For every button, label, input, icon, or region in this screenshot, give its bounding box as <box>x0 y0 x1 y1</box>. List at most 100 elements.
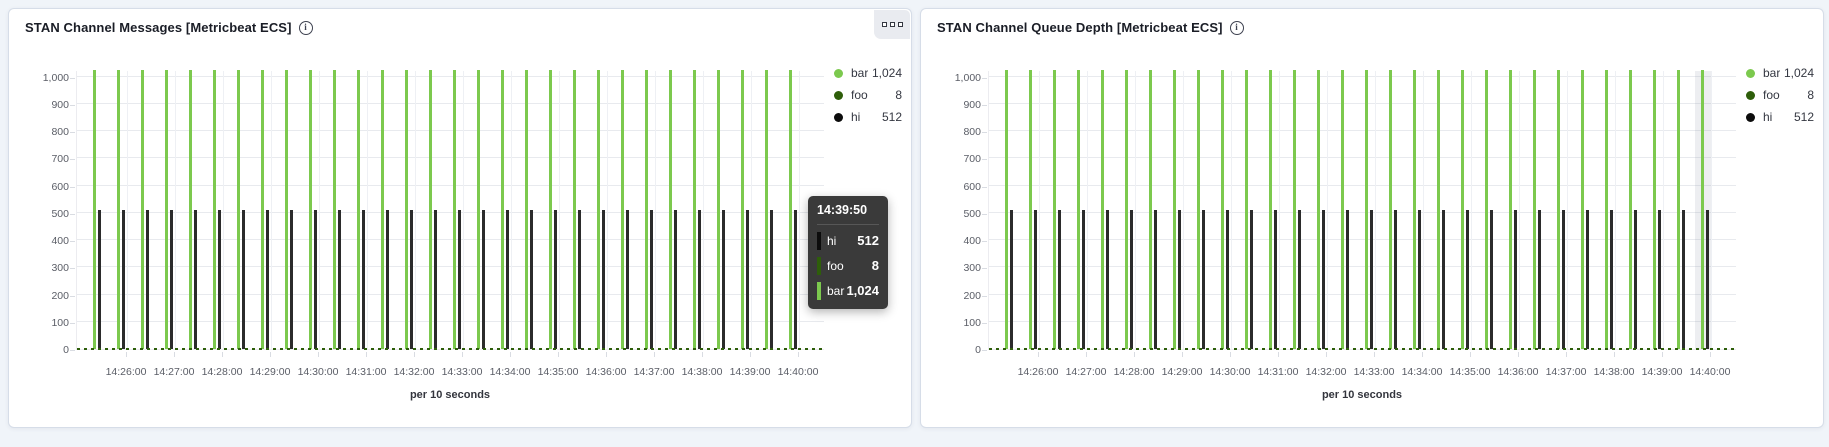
bar-hi <box>1154 209 1157 349</box>
bar-bar <box>501 70 504 349</box>
bar-hi <box>554 209 557 349</box>
bar-bar <box>765 70 768 349</box>
gridline-horizontal <box>989 75 1736 77</box>
x-axis-tick-label: 14:33:00 <box>441 366 483 378</box>
panel-header: STAN Channel Queue Depth [Metricbeat ECS… <box>937 20 1244 35</box>
tooltip-timestamp: 14:39:50 <box>817 203 879 225</box>
y-axis-tick-mark <box>70 213 75 215</box>
bar-bar <box>477 70 480 349</box>
plot-area[interactable] <box>76 70 824 350</box>
x-axis-tick-mark <box>510 352 511 357</box>
gridline-vertical <box>175 71 176 349</box>
y-axis-tick-mark <box>982 186 987 188</box>
bar-hi <box>1466 209 1469 349</box>
bar-bar <box>1005 70 1008 349</box>
bar-bar <box>117 70 120 349</box>
gridline-vertical <box>799 71 800 349</box>
x-axis-tick-label: 14:31:00 <box>345 366 387 378</box>
bar-bar <box>621 70 624 349</box>
info-icon[interactable] <box>1229 20 1244 35</box>
y-axis-tick-label: 100 <box>963 316 981 329</box>
x-axis-tick-mark <box>1470 352 1471 357</box>
gridline-horizontal <box>989 293 1736 295</box>
bar-hi <box>434 209 437 349</box>
x-axis-tick-label: 14:32:00 <box>393 366 435 378</box>
x-axis-tick-label: 14:29:00 <box>249 366 291 378</box>
gridline-horizontal <box>77 102 824 104</box>
bar-hi <box>1250 209 1253 349</box>
info-icon[interactable] <box>298 20 313 35</box>
x-axis-tick-mark <box>414 352 415 357</box>
y-axis-tick-label: 400 <box>51 235 69 248</box>
y-axis-tick-label: 200 <box>51 289 69 302</box>
y-axis-tick-label: 0 <box>63 344 69 356</box>
bar-bar <box>1269 70 1272 349</box>
bar-bar <box>1197 70 1200 349</box>
x-axis-tick-mark <box>1326 352 1327 357</box>
y-axis-tick-mark <box>70 241 75 243</box>
panel-title: STAN Channel Messages [Metricbeat ECS] <box>25 20 292 35</box>
gridline-vertical <box>1087 71 1088 349</box>
baseline-series-foo <box>989 348 1736 350</box>
gridline-vertical <box>511 71 512 349</box>
x-axis-tick-label: 14:26:00 <box>105 366 147 378</box>
y-axis-tick-mark <box>982 104 987 106</box>
legend-swatch <box>834 90 843 100</box>
gridline-vertical <box>1519 71 1520 349</box>
x-axis-tick-label: 14:28:00 <box>1113 366 1155 378</box>
gridline-vertical <box>1711 71 1712 349</box>
bar-bar <box>453 70 456 349</box>
x-axis-tick-label: 14:27:00 <box>1065 366 1107 378</box>
bar-hi <box>1658 209 1661 349</box>
legend-item-foo[interactable]: foo 8 <box>1746 88 1814 102</box>
gridline-horizontal <box>989 130 1736 132</box>
bar-bar <box>237 70 240 349</box>
y-axis-tick-mark <box>70 77 75 79</box>
x-axis-tick-label: 14:37:00 <box>1545 366 1587 378</box>
legend-item-hi[interactable]: hi 512 <box>834 110 902 124</box>
bar-bar <box>1653 70 1656 349</box>
x-axis-tick-mark <box>462 352 463 357</box>
x-axis-tick-label: 14:30:00 <box>1209 366 1251 378</box>
legend-label: bar <box>1763 66 1781 80</box>
legend-label: hi <box>1763 110 1773 124</box>
y-axis-tick-mark <box>982 268 987 270</box>
legend-item-bar[interactable]: bar 1,024 <box>834 66 902 80</box>
bar-hi <box>506 209 509 349</box>
bar-hi <box>386 209 389 349</box>
bar-bar <box>1245 70 1248 349</box>
bar-hi <box>1586 209 1589 349</box>
legend-value: 1,024 <box>871 66 902 80</box>
y-axis-tick-label: 500 <box>51 207 69 220</box>
y-axis-tick-mark <box>70 159 75 161</box>
bar-bar <box>789 70 792 349</box>
bar-bar <box>1389 70 1392 349</box>
tooltip-swatch <box>817 256 821 275</box>
tooltip-series-value: 1,024 <box>846 283 879 298</box>
bar-hi <box>1442 209 1445 349</box>
bar-hi <box>1514 209 1517 349</box>
y-axis-tick-label: 800 <box>963 126 981 139</box>
y-axis-tick-mark <box>70 322 75 324</box>
x-axis-tick-label: 14:39:00 <box>729 366 771 378</box>
bar-bar <box>1581 70 1584 349</box>
x-axis-tick-mark <box>1614 352 1615 357</box>
legend-item-hi[interactable]: hi 512 <box>1746 110 1814 124</box>
gridline-horizontal <box>989 320 1736 322</box>
panel-header: STAN Channel Messages [Metricbeat ECS] <box>25 20 313 35</box>
bar-bar <box>1485 70 1488 349</box>
bar-bar <box>1533 70 1536 349</box>
legend-value: 1,024 <box>1783 66 1814 80</box>
legend-item-bar[interactable]: bar 1,024 <box>1746 66 1814 80</box>
bar-hi <box>1298 209 1301 349</box>
x-axis-tick-mark <box>1518 352 1519 357</box>
legend-item-foo[interactable]: foo 8 <box>834 88 902 102</box>
tooltip-series-label: hi <box>827 233 837 248</box>
panel-options-button[interactable] <box>874 10 910 39</box>
legend-swatch <box>834 112 843 122</box>
plot-area[interactable] <box>988 70 1736 350</box>
bar-hi <box>98 209 101 349</box>
tooltip-row-foo: foo 8 <box>817 256 879 275</box>
gridline-vertical <box>703 71 704 349</box>
bar-hi <box>266 209 269 349</box>
